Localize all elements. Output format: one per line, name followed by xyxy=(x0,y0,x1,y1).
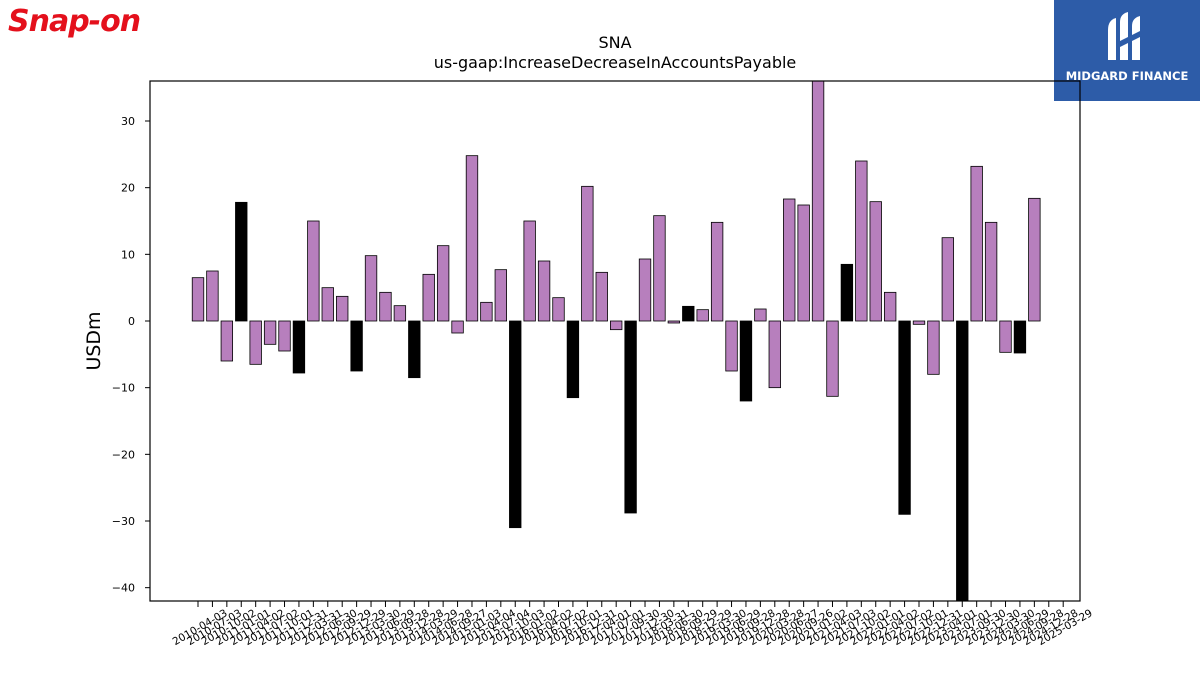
bar-2021-04-03 xyxy=(826,320,839,397)
bar-2023-09-30 xyxy=(970,165,983,322)
bar-2019-03-30 xyxy=(710,221,724,322)
chart-title: SNA xyxy=(598,33,631,52)
bar-2016-12-31 xyxy=(581,185,594,322)
bar-2015-10-03 xyxy=(509,320,522,529)
bar-2018-06-30 xyxy=(667,320,681,324)
bar-2021-01-02 xyxy=(811,80,825,322)
bar-2016-10-01 xyxy=(566,320,580,399)
bar-2023-12-30 xyxy=(984,221,998,322)
bar-2016-07-02 xyxy=(552,297,565,322)
bar-2015-07-04 xyxy=(494,269,507,322)
y-tick-label: 10 xyxy=(121,248,135,261)
bar-2018-03-31 xyxy=(653,215,666,322)
bar-2012-12-29 xyxy=(350,320,363,372)
bar-2011-07-02 xyxy=(263,320,277,345)
bar-2017-09-30 xyxy=(624,320,637,514)
bar-2012-09-29 xyxy=(336,295,349,322)
bar-2011-04-02 xyxy=(249,320,262,365)
bar-2021-07-03 xyxy=(840,263,854,322)
y-tick-label: −10 xyxy=(112,382,135,395)
bar-2019-12-28 xyxy=(754,308,767,322)
bar-2022-10-01 xyxy=(912,320,926,325)
y-tick-label: 30 xyxy=(121,115,135,128)
bar-2022-01-01 xyxy=(869,201,882,322)
midgard-finance-logo: MIDGARD FINANCE xyxy=(1054,0,1200,101)
bar-2014-09-27 xyxy=(451,320,464,334)
bar-2011-12-31 xyxy=(292,320,306,374)
bar-2024-09-28 xyxy=(1028,197,1041,322)
bar-2010-07-03 xyxy=(206,270,219,322)
y-tick-label: 0 xyxy=(128,315,135,328)
bar-2015-04-04 xyxy=(480,301,493,322)
bar-2013-03-30 xyxy=(364,255,378,322)
bar-2022-12-31 xyxy=(927,320,940,375)
bar-2022-04-02 xyxy=(883,291,897,322)
bar-2017-07-01 xyxy=(610,320,623,331)
bar-2017-12-30 xyxy=(638,258,652,322)
midgard-finance-wordmark: MIDGARD FINANCE xyxy=(1065,69,1189,83)
plot-frame xyxy=(149,80,1081,602)
bar-2024-06-29 xyxy=(1013,320,1027,354)
bar-2010-04-03 xyxy=(191,277,205,322)
bar-2018-09-29 xyxy=(682,305,695,322)
y-tick-label: −20 xyxy=(112,448,135,461)
bar-2016-01-02 xyxy=(523,220,536,322)
snap-on-logo: Snap-on xyxy=(8,4,141,39)
bar-2023-07-01 xyxy=(956,320,969,602)
y-axis-label: USDm xyxy=(83,311,105,370)
bar-2010-10-02 xyxy=(220,320,234,362)
bar-2021-10-02 xyxy=(855,160,868,322)
y-tick-label: −30 xyxy=(112,515,135,528)
bar-2016-04-02 xyxy=(537,260,551,322)
bar-2022-07-02 xyxy=(898,320,911,515)
bar-2017-04-01 xyxy=(595,271,608,322)
y-axis: −40 −30 −20 −10 0 10 20 30 xyxy=(112,115,150,595)
bar-2020-09-26 xyxy=(797,204,810,322)
bar-2019-09-28 xyxy=(739,320,753,402)
bar-2020-03-28 xyxy=(768,320,781,389)
bar-2015-01-03 xyxy=(465,155,479,322)
bar-2011-01-01 xyxy=(235,201,248,322)
bar-2014-06-28 xyxy=(436,245,450,322)
bar-2013-12-28 xyxy=(408,320,421,379)
bar-2018-12-29 xyxy=(696,309,709,322)
y-tick-label: −40 xyxy=(112,582,135,595)
bars-group xyxy=(191,80,1041,602)
bar-2014-03-29 xyxy=(422,273,435,322)
midgard-mark-icon xyxy=(1108,12,1142,60)
x-axis: 2010-04-032010-07-032010-10-022011-01-01… xyxy=(171,601,1095,648)
y-tick-label: 20 xyxy=(121,182,135,195)
chart-subtitle: us-gaap:IncreaseDecreaseInAccountsPayabl… xyxy=(434,53,797,72)
bar-2011-10-01 xyxy=(278,320,291,352)
bar-2020-06-27 xyxy=(783,198,796,322)
bar-2013-06-29 xyxy=(379,291,392,322)
bar-2013-09-28 xyxy=(393,305,407,322)
bar-2012-03-31 xyxy=(307,220,320,322)
bar-2012-06-30 xyxy=(321,287,334,322)
bar-2019-06-29 xyxy=(725,320,738,372)
bar-2024-03-30 xyxy=(999,320,1012,353)
bar-2023-04-01 xyxy=(941,237,955,322)
